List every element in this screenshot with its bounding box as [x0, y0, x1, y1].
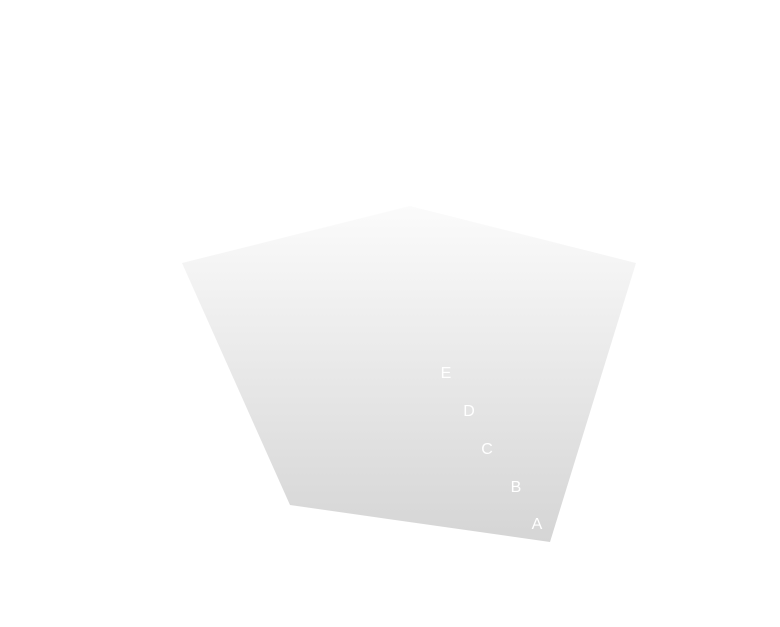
axis-label-layer: A B C D E	[441, 365, 543, 533]
axis-label-d: D	[463, 403, 475, 420]
axis-label-a: A	[532, 516, 543, 533]
axis-label-b: B	[511, 479, 522, 496]
series-area	[182, 206, 636, 542]
series-area-layer	[182, 206, 636, 542]
axis-label-e: E	[441, 365, 452, 382]
axis-label-c: C	[481, 441, 493, 458]
